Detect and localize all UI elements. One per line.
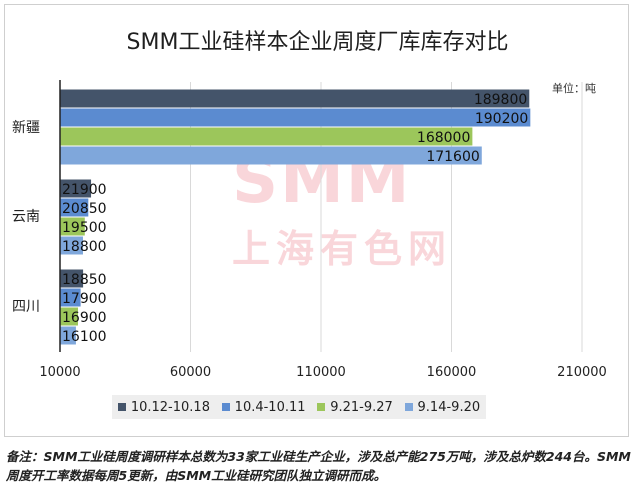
data-label: 16900 — [62, 310, 107, 326]
footnote: 备注：SMM工业硅周度调研样本总数为33家工业硅生产企业，涉及总产能275万吨，… — [6, 449, 631, 483]
legend-item: 9.14-9.20 — [404, 399, 481, 415]
category-label-sichuan: 四川 — [12, 299, 40, 315]
legend-item: 10.12-10.18 — [117, 399, 210, 415]
x-tick-label: 160000 — [427, 365, 477, 380]
bar — [60, 108, 531, 127]
data-label: 190200 — [475, 111, 528, 127]
bar — [60, 269, 84, 288]
data-label: 17900 — [62, 291, 107, 307]
bar — [60, 326, 76, 345]
bar-chart-svg: 10000 60000 110000 160000 210000 189800 190200… — [39, 80, 607, 380]
legend-label: 10.4-10.11 — [234, 399, 306, 415]
x-tick-label: 60000 — [170, 365, 211, 380]
legend-label: 9.21-9.27 — [330, 399, 393, 415]
legend-swatch — [221, 403, 230, 411]
data-label: 18850 — [62, 272, 107, 288]
x-tick-label: 110000 — [296, 365, 346, 380]
bar — [60, 198, 89, 217]
chart-frame — [4, 4, 629, 437]
bar — [60, 127, 473, 146]
legend-item: 10.4-10.11 — [221, 399, 306, 415]
data-label: 171600 — [426, 149, 479, 165]
data-label: 189800 — [474, 92, 527, 108]
chart-legend: 10.12-10.18 10.4-10.11 9.21-9.27 9.14-9.… — [112, 395, 486, 419]
data-label: 19500 — [62, 220, 107, 236]
bar — [60, 179, 92, 198]
x-tick-label: 210000 — [557, 365, 607, 380]
category-label-xinjiang: 新疆 — [12, 120, 40, 136]
legend-item: 9.21-9.27 — [317, 400, 393, 415]
legend-swatch — [117, 403, 126, 411]
bar — [60, 307, 79, 326]
bar — [60, 146, 482, 165]
legend-swatch — [404, 403, 413, 411]
data-label: 16100 — [62, 329, 107, 345]
category-label-yunnan: 云南 — [12, 209, 40, 225]
data-label: 168000 — [417, 130, 470, 146]
bar — [60, 236, 83, 255]
watermark-text: 上海有色网 — [232, 227, 453, 271]
legend-label: 10.12-10.18 — [130, 399, 210, 415]
legend-swatch — [317, 403, 326, 411]
data-label: 21900 — [62, 182, 107, 198]
x-tick-label: 10000 — [39, 365, 80, 380]
bar — [60, 89, 530, 108]
chart-title: SMM工业硅样本企业周度厂库库存对比 — [126, 30, 509, 55]
bar — [60, 217, 85, 236]
data-label: 18800 — [62, 239, 107, 255]
data-label: 20850 — [62, 201, 107, 217]
bar — [60, 288, 81, 307]
unit-label: 单位：吨 — [552, 82, 596, 95]
legend-label: 9.14-9.20 — [417, 399, 481, 415]
